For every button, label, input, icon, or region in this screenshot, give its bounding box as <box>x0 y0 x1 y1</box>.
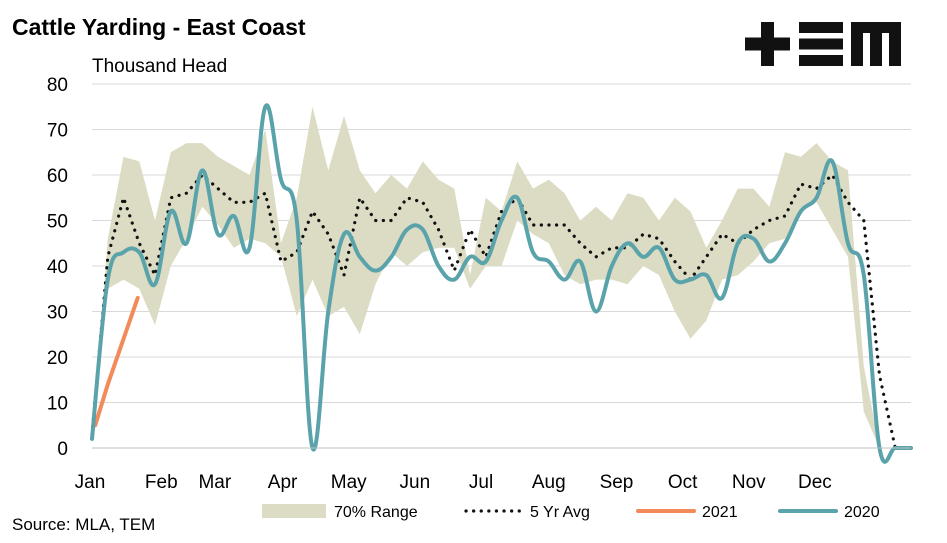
x-tick-may: May <box>331 472 367 493</box>
x-tick-dec: Dec <box>798 472 832 493</box>
legend-label-2021: 2021 <box>702 504 738 521</box>
y-tick-80: 80 <box>47 75 68 96</box>
range-70-area <box>92 106 911 449</box>
x-tick-feb: Feb <box>145 472 178 493</box>
y-axis-ticks: 0 10 20 30 40 50 60 70 80 <box>47 75 68 460</box>
y-tick-60: 60 <box>47 166 68 187</box>
y-axis-unit-label: Thousand Head <box>92 56 228 77</box>
y-tick-20: 20 <box>47 348 68 369</box>
chart-title: Cattle Yarding - East Coast <box>12 14 306 40</box>
y-tick-10: 10 <box>47 394 68 415</box>
x-axis-ticks: Jan Feb Mar Apr May Jun Jul Aug Sep Oct Nov Dec <box>75 472 832 493</box>
series-2021-line <box>93 295 140 428</box>
y-tick-30: 30 <box>47 303 68 324</box>
y-tick-0: 0 <box>57 439 68 460</box>
legend-label-5yr-avg: 5 Yr Avg <box>530 504 590 521</box>
x-tick-oct: Oct <box>668 472 698 493</box>
x-tick-apr: Apr <box>268 472 298 493</box>
legend-swatch-70-range <box>262 504 326 518</box>
x-tick-mar: Mar <box>198 472 231 493</box>
tem-logo <box>745 22 905 71</box>
series-2020-line <box>90 103 913 464</box>
y-tick-40: 40 <box>47 257 68 278</box>
y-tick-50: 50 <box>47 212 68 233</box>
x-tick-jun: Jun <box>400 472 431 493</box>
legend: 70% Range 5 Yr Avg 2021 2020 <box>262 504 880 521</box>
legend-label-2020: 2020 <box>844 504 880 521</box>
x-tick-aug: Aug <box>532 472 566 493</box>
source-note: Source: MLA, TEM <box>12 515 156 534</box>
x-tick-nov: Nov <box>732 472 766 493</box>
tem-logo-icon <box>745 22 901 66</box>
series-5yr-avg-line <box>90 173 913 450</box>
x-tick-jan: Jan <box>75 472 106 493</box>
x-tick-sep: Sep <box>600 472 634 493</box>
y-tick-70: 70 <box>47 121 68 142</box>
x-tick-jul: Jul <box>469 472 493 493</box>
legend-label-70-range: 70% Range <box>334 504 418 521</box>
